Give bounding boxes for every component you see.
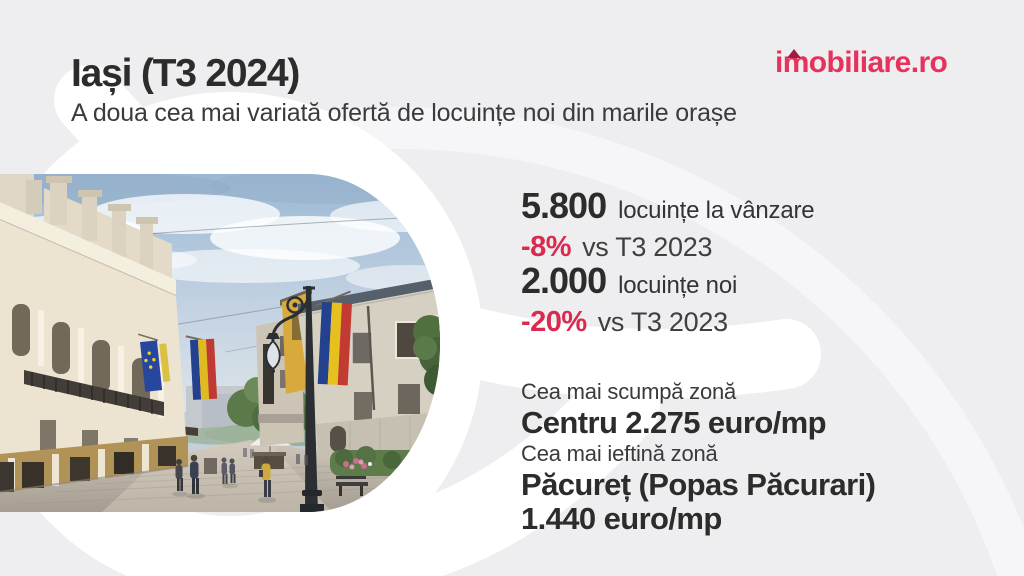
stat-label: locuințe la vânzare [618,197,815,224]
eu-flag [137,333,171,392]
city-photo-scene [0,174,440,512]
romanian-flag-right [315,290,352,386]
zone-most-expensive: Cea mai scumpă zonă Centru 2.275 euro/mp [521,379,827,440]
stat-new-homes: 2.000 locuințe noi -20% vs T3 2023 [521,263,737,338]
zone-label: Cea mai ieftină zonă [521,441,718,466]
stat-value: 5.800 [521,185,607,226]
bench [336,476,368,496]
logo: imobiliare.ro [775,46,948,86]
romanian-flag-left [185,335,218,400]
logo-house-roof-icon [787,49,801,58]
stat-delta-row: -20% vs T3 2023 [521,307,737,338]
zone-value: Centru 2.275 euro/mp [521,405,827,440]
stat-listings-for-sale: 5.800 locuințe la vânzare -8% vs T3 2023 [521,185,815,263]
zone-label: Cea mai scumpă zonă [521,379,737,404]
ring-arc-bottom [260,365,660,576]
delta-comparison: vs T3 2023 [582,232,713,262]
zone-value-line2: 1.440 euro/mp [521,501,722,537]
stat-label: locuințe noi [618,272,738,299]
logo-text: imobiliare.ro [775,46,948,79]
page-subtitle: A doua cea mai variată ofertă de locuinț… [71,99,737,127]
stat-main-row: 2.000 locuințe noi [521,263,737,300]
stat-value: 2.000 [521,260,607,301]
delta-value: -8% [521,231,572,263]
delta-comparison: vs T3 2023 [597,307,728,337]
stat-delta-row: -8% vs T3 2023 [521,232,814,263]
delta-value: -20% [521,306,587,338]
city-photo [0,174,440,512]
page-title: Iași (T3 2024) [71,52,300,95]
zone-cheapest: Cea mai ieftină zonă Păcureț (Popas Păcu… [521,441,876,537]
pedestrians [172,448,308,503]
ring-faint-outer [0,107,1024,576]
lamppost [265,286,324,512]
left-building [0,174,189,493]
stat-main-row: 5.800 locuințe la vânzare [521,185,815,226]
zone-value: Păcureț (Popas Păcurari) [521,467,876,502]
